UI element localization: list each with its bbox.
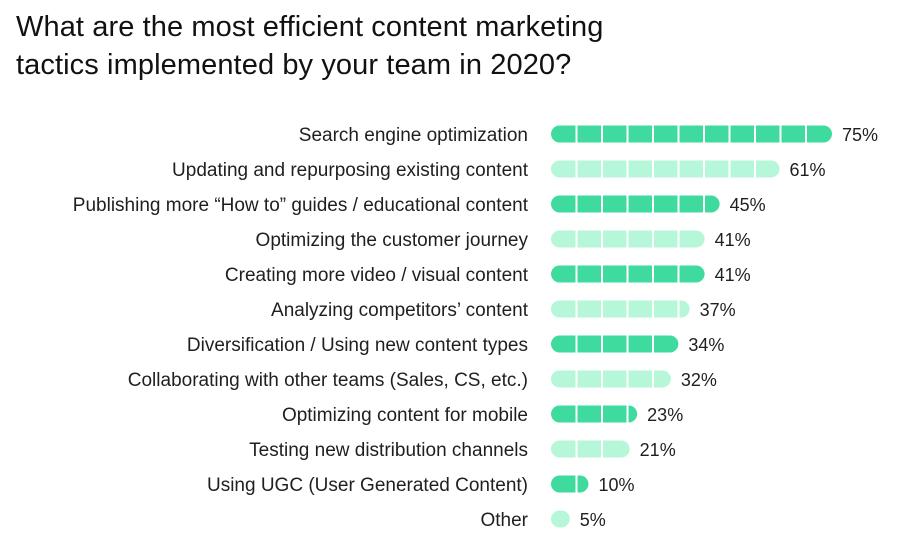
category-label: Using UGC (User Generated Content) xyxy=(207,475,528,496)
bar xyxy=(551,510,570,528)
value-label: 41% xyxy=(715,230,751,250)
bar-row: Using UGC (User Generated Content) 10% xyxy=(207,475,635,496)
bar-row: Diversification / Using new content type… xyxy=(187,335,725,356)
bar xyxy=(551,335,679,353)
chart-title: What are the most efficient content mark… xyxy=(16,8,603,84)
value-label: 45% xyxy=(730,195,766,215)
value-label: 75% xyxy=(842,125,878,145)
bar-row: Search engine optimization 75% xyxy=(299,125,878,146)
value-label: 34% xyxy=(688,335,724,355)
bar-row: Collaborating with other teams (Sales, C… xyxy=(128,370,717,391)
bar-row: Optimizing content for mobile 23% xyxy=(282,405,683,426)
category-label: Other xyxy=(480,510,528,531)
category-label: Testing new distribution channels xyxy=(249,440,528,461)
category-label: Optimizing content for mobile xyxy=(282,405,528,426)
bar xyxy=(551,300,690,318)
bar xyxy=(551,160,780,178)
category-label: Publishing more “How to” guides / educat… xyxy=(73,195,529,216)
bar xyxy=(551,125,832,143)
category-label: Creating more video / visual content xyxy=(225,265,529,286)
value-label: 23% xyxy=(647,405,683,425)
category-label: Updating and repurposing existing conten… xyxy=(172,160,529,181)
chart-title-line-2: tactics implemented by your team in 2020… xyxy=(16,49,572,81)
bar-row: Testing new distribution channels 21% xyxy=(249,440,676,461)
bar-row: Other 5% xyxy=(480,510,605,531)
value-label: 32% xyxy=(681,370,717,390)
category-label: Search engine optimization xyxy=(299,125,528,146)
value-label: 5% xyxy=(580,510,606,530)
bar xyxy=(551,475,589,493)
bar-row: Updating and repurposing existing conten… xyxy=(172,160,826,181)
value-label: 41% xyxy=(715,265,751,285)
bar-row: Creating more video / visual content 41% xyxy=(225,265,751,286)
value-label: 21% xyxy=(640,440,676,460)
bar xyxy=(551,370,671,388)
value-label: 61% xyxy=(790,160,826,180)
chart-title-line-1: What are the most efficient content mark… xyxy=(16,11,604,43)
value-label: 10% xyxy=(598,475,634,495)
category-label: Diversification / Using new content type… xyxy=(187,335,528,356)
category-label: Optimizing the customer journey xyxy=(256,230,529,251)
bar-row: Publishing more “How to” guides / educat… xyxy=(73,195,766,216)
bar-row: Analyzing competitors’ content 37% xyxy=(271,300,736,321)
bar xyxy=(551,440,630,458)
bar-row: Optimizing the customer journey 41% xyxy=(256,230,751,251)
bar xyxy=(551,195,720,213)
category-label: Analyzing competitors’ content xyxy=(271,300,529,321)
category-label: Collaborating with other teams (Sales, C… xyxy=(128,370,528,391)
bar xyxy=(551,405,638,423)
value-label: 37% xyxy=(700,300,736,320)
